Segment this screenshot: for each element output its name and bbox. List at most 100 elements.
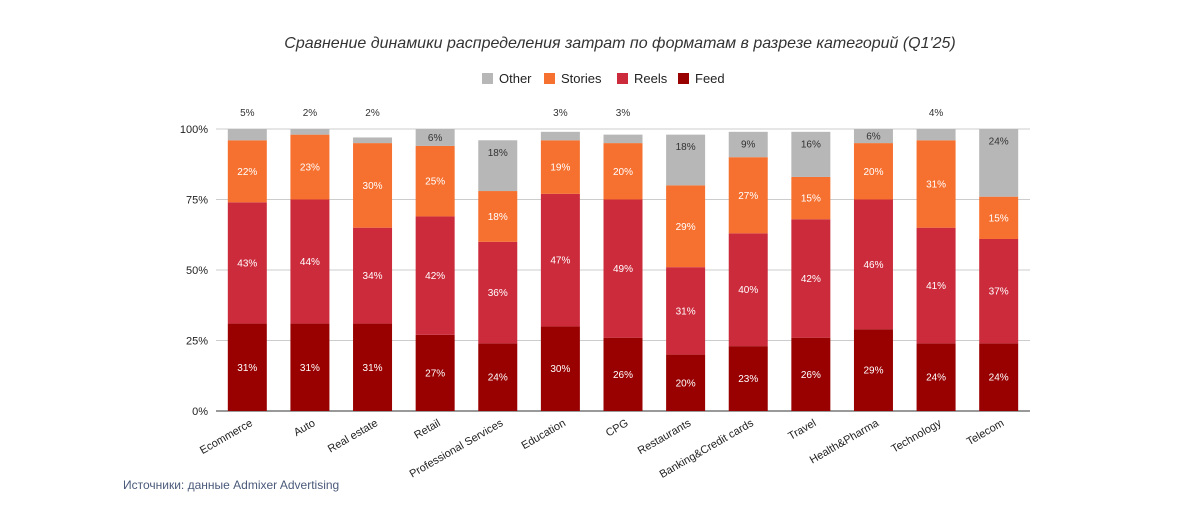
- data-label: 18%: [488, 148, 508, 159]
- bar-segment-stories: [979, 196, 1019, 239]
- data-label: 31%: [300, 363, 320, 374]
- data-label: 26%: [613, 370, 633, 381]
- bar-segment-reels: [478, 241, 518, 344]
- data-label: 24%: [989, 137, 1009, 148]
- y-tick-label: 0%: [192, 406, 208, 418]
- bar-segment-feed: [353, 323, 393, 411]
- y-tick-label: 50%: [186, 265, 208, 277]
- data-label: 16%: [801, 139, 821, 150]
- bar-segment-other: [791, 131, 831, 177]
- bar-segment-reels: [227, 202, 267, 324]
- data-label: 24%: [989, 373, 1009, 384]
- x-tick-label: CPG: [604, 417, 631, 439]
- x-tick-label: Auto: [292, 417, 318, 439]
- bar-segment-feed: [290, 323, 330, 411]
- bar-segment-other: [853, 129, 893, 144]
- bar-segment-feed: [478, 343, 518, 411]
- data-label: 20%: [613, 167, 633, 178]
- bar-segment-feed: [415, 334, 455, 411]
- data-label: 18%: [488, 212, 508, 223]
- data-label: 31%: [676, 306, 696, 317]
- bar-segment-other: [916, 129, 956, 141]
- data-label: 41%: [926, 281, 946, 292]
- bar-segment-reels: [415, 216, 455, 335]
- data-label: 40%: [738, 285, 758, 296]
- x-tick-label: Real estate: [326, 417, 380, 455]
- chart-title: Сравнение динамики распределения затрат …: [284, 35, 955, 52]
- bar-segment-stories: [728, 157, 768, 234]
- data-labels: 31% 43% 22% 5% 31% 44% 23% 2% 31% 34% 30% 2% 27% 42% 2…: [237, 108, 1009, 389]
- bar-segment-feed: [791, 337, 831, 411]
- data-label: 31%: [363, 363, 383, 374]
- bar-segment-stories: [227, 140, 267, 203]
- x-tick-label: Ecommerce: [198, 417, 255, 457]
- bar-segment-reels: [603, 199, 643, 338]
- data-label: 26%: [801, 370, 821, 381]
- data-label: 42%: [425, 271, 445, 282]
- data-label: 29%: [676, 222, 696, 233]
- data-label: 30%: [363, 181, 383, 192]
- bar-segment-reels: [728, 233, 768, 347]
- x-tick-label: Restaurants: [636, 417, 694, 457]
- data-label: 23%: [738, 374, 758, 385]
- bar-segment-feed: [666, 354, 706, 411]
- bar-segment-feed: [227, 323, 267, 411]
- bar-segment-other: [666, 134, 706, 186]
- x-tick-label: Technology: [889, 417, 944, 455]
- bar-segment-stories: [478, 191, 518, 242]
- bar-segment-other: [979, 129, 1019, 197]
- y-tick-label: 100%: [180, 124, 208, 136]
- x-tick-label: Education: [520, 417, 568, 452]
- data-label: 6%: [866, 132, 881, 143]
- data-label: 18%: [676, 142, 696, 153]
- data-label: 36%: [488, 288, 508, 299]
- data-label: 22%: [237, 167, 257, 178]
- bar-segment-stories: [603, 143, 643, 200]
- bar-segment-stories: [853, 143, 893, 200]
- data-label: 23%: [300, 163, 320, 174]
- bar-segment-other: [478, 140, 518, 192]
- bar-segment-feed: [728, 346, 768, 411]
- legend-label: Stories: [561, 71, 602, 86]
- data-label: 19%: [550, 163, 570, 174]
- data-label: 15%: [801, 194, 821, 205]
- data-label: 20%: [676, 378, 696, 389]
- bar-segment-reels: [791, 219, 831, 338]
- bar-segment-other: [603, 134, 643, 144]
- bar-segment-reels: [853, 199, 893, 330]
- data-label: 27%: [425, 368, 445, 379]
- legend-label: Other: [499, 71, 532, 86]
- data-label: 44%: [300, 257, 320, 268]
- bar-segment-reels: [979, 238, 1019, 344]
- data-label: 24%: [488, 373, 508, 384]
- bar-segment-other: [290, 129, 330, 135]
- bar-segment-stories: [916, 140, 956, 228]
- x-tick-label: Telecom: [965, 417, 1006, 448]
- bar-segment-other: [353, 137, 393, 144]
- bar-segment-stories: [540, 140, 580, 194]
- data-label: 15%: [989, 213, 1009, 224]
- bar-segment-reels: [353, 227, 393, 324]
- data-label: 3%: [553, 108, 568, 119]
- data-label: 20%: [863, 167, 883, 178]
- y-tick-label: 25%: [186, 336, 208, 348]
- legend-swatch-other: [482, 73, 493, 84]
- x-tick-label: Retail: [412, 417, 442, 441]
- bar-segment-stories: [791, 176, 831, 220]
- data-label: 2%: [303, 108, 318, 119]
- bar-segment-stories: [415, 145, 455, 217]
- data-label: 47%: [550, 256, 570, 267]
- data-label: 9%: [741, 139, 756, 150]
- bar-segment-stories: [353, 143, 393, 228]
- data-label: 46%: [863, 260, 883, 271]
- legend-swatch-stories: [544, 73, 555, 84]
- bar-segment-feed: [853, 329, 893, 411]
- bar-segment-feed: [916, 343, 956, 411]
- data-label: 30%: [550, 364, 570, 375]
- bar-segment-other: [227, 129, 267, 141]
- x-axis: Ecommerce Auto Real estate RetailProfession…: [198, 417, 1006, 481]
- y-tick-label: 75%: [186, 195, 208, 207]
- data-label: 27%: [738, 191, 758, 202]
- data-label: 5%: [240, 108, 255, 119]
